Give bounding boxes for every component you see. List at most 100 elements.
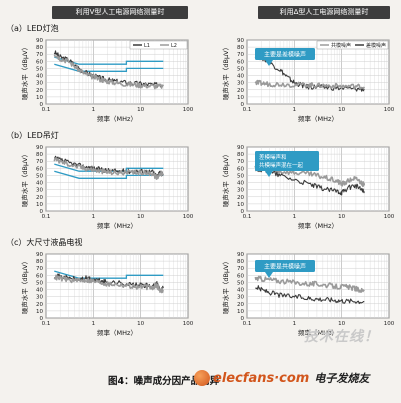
y-tick-label: 20 bbox=[237, 88, 244, 94]
y-tick-label: 30 bbox=[36, 188, 43, 194]
y-tick-label: 70 bbox=[237, 266, 244, 272]
chart-c-left: 0.1 1 10 1000102030405060708090频率（MHz）噪声水平（… bbox=[20, 252, 194, 337]
series-line-2 bbox=[53, 274, 164, 294]
callout-pointer bbox=[265, 272, 273, 278]
x-tick-label: 100 bbox=[183, 107, 194, 113]
series-line-2 bbox=[53, 157, 165, 180]
callout-pointer bbox=[265, 171, 273, 177]
x-axis-label: 频率（MHz） bbox=[298, 328, 338, 337]
x-tick-label: 1 bbox=[92, 107, 96, 113]
x-axis-label: 频率（MHz） bbox=[298, 114, 338, 123]
legend-label: L2 bbox=[171, 43, 177, 49]
y-tick-label: 70 bbox=[237, 159, 244, 165]
series-line-2 bbox=[255, 285, 365, 305]
y-tick-label: 20 bbox=[36, 195, 43, 201]
y-tick-label: 50 bbox=[237, 66, 244, 72]
y-tick-label: 80 bbox=[36, 45, 43, 51]
legend-label: L1 bbox=[144, 43, 150, 49]
legend-box bbox=[316, 40, 389, 50]
site-logo: elecfans·com 电子发烧友 bbox=[194, 370, 369, 386]
limit-line bbox=[54, 270, 164, 279]
x-tick-label: 1 bbox=[92, 321, 96, 327]
x-tick-label: 100 bbox=[183, 214, 194, 220]
callout-box bbox=[255, 260, 315, 272]
y-tick-label: 60 bbox=[36, 166, 43, 172]
callout-box bbox=[255, 151, 319, 171]
x-axis-label: 频率（MHz） bbox=[97, 221, 137, 230]
y-tick-label: 40 bbox=[237, 181, 244, 187]
x-tick-label: 100 bbox=[384, 321, 395, 327]
y-tick-label: 10 bbox=[237, 309, 244, 315]
y-tick-label: 60 bbox=[237, 273, 244, 279]
y-tick-label: 90 bbox=[36, 145, 43, 151]
y-tick-label: 80 bbox=[36, 259, 43, 265]
y-axis-label: 噪声水平（dBμV） bbox=[20, 258, 29, 314]
y-tick-label: 60 bbox=[237, 59, 244, 65]
callout-box bbox=[255, 48, 315, 60]
x-axis-label: 频率（MHz） bbox=[298, 221, 338, 230]
x-tick-label: 0.1 bbox=[243, 321, 252, 327]
y-tick-label: 70 bbox=[36, 52, 43, 58]
y-tick-label: 0 bbox=[40, 102, 44, 108]
y-tick-label: 60 bbox=[36, 273, 43, 279]
y-tick-label: 30 bbox=[36, 295, 43, 301]
y-tick-label: 90 bbox=[237, 38, 244, 44]
y-tick-label: 10 bbox=[36, 202, 43, 208]
y-tick-label: 40 bbox=[36, 288, 43, 294]
legend-label: 差模噪声 bbox=[366, 42, 386, 49]
y-tick-label: 0 bbox=[241, 102, 245, 108]
y-axis-label: 噪声水平（dBμV） bbox=[20, 44, 29, 100]
plot-area bbox=[45, 253, 189, 319]
y-tick-label: 40 bbox=[237, 74, 244, 80]
y-tick-label: 20 bbox=[36, 88, 43, 94]
row-label-c: （c）大尺寸液晶电视 bbox=[6, 238, 83, 247]
y-tick-label: 80 bbox=[237, 45, 244, 51]
y-tick-label: 60 bbox=[36, 59, 43, 65]
x-tick-label: 0.1 bbox=[42, 214, 51, 220]
chart-c-right: 0.1 1 10 1000102030405060708090频率（MHz）噪声水平（… bbox=[221, 252, 395, 337]
chart-b-right: 0.1 1 10 1000102030405060708090频率（MHz）噪声水平（… bbox=[221, 145, 395, 230]
y-tick-label: 90 bbox=[237, 145, 244, 151]
x-tick-label: 10 bbox=[338, 214, 345, 220]
y-tick-label: 50 bbox=[237, 173, 244, 179]
x-tick-label: 10 bbox=[137, 214, 144, 220]
y-tick-label: 0 bbox=[40, 209, 44, 215]
y-tick-label: 10 bbox=[237, 95, 244, 101]
x-tick-label: 100 bbox=[384, 214, 395, 220]
y-tick-label: 50 bbox=[237, 280, 244, 286]
chart-a-left: 0.1 1 10 1000102030405060708090频率（MHz）噪声水平（… bbox=[20, 38, 194, 123]
y-tick-label: 90 bbox=[36, 38, 43, 44]
x-tick-label: 10 bbox=[338, 107, 345, 113]
y-tick-label: 20 bbox=[237, 302, 244, 308]
y-tick-label: 30 bbox=[237, 81, 244, 87]
left-column-header: 利用V型人工电源网络测量时 bbox=[52, 6, 188, 19]
x-tick-label: 1 bbox=[92, 214, 96, 220]
y-tick-label: 30 bbox=[237, 188, 244, 194]
y-tick-label: 70 bbox=[237, 52, 244, 58]
y-tick-label: 80 bbox=[237, 259, 244, 265]
y-tick-label: 90 bbox=[237, 252, 244, 258]
limit-line bbox=[54, 56, 164, 65]
callout-text: 差模噪声和 bbox=[259, 153, 287, 161]
row-label-a: （a）LED灯泡 bbox=[6, 24, 59, 33]
y-tick-label: 50 bbox=[36, 280, 43, 286]
y-tick-label: 90 bbox=[36, 252, 43, 258]
x-tick-label: 1 bbox=[293, 321, 297, 327]
y-tick-label: 40 bbox=[36, 74, 43, 80]
callout-text: 主要是差模噪声 bbox=[264, 51, 306, 59]
x-tick-label: 0.1 bbox=[42, 107, 51, 113]
y-tick-label: 30 bbox=[36, 81, 43, 87]
plot-area bbox=[45, 39, 189, 105]
y-tick-label: 20 bbox=[237, 195, 244, 201]
legend-label: 共模噪声 bbox=[331, 42, 351, 49]
y-tick-label: 80 bbox=[36, 152, 43, 158]
x-tick-label: 1 bbox=[293, 107, 297, 113]
row-label-b: （b）LED吊灯 bbox=[6, 131, 59, 140]
y-tick-label: 10 bbox=[36, 309, 43, 315]
y-tick-label: 40 bbox=[237, 288, 244, 294]
y-tick-label: 0 bbox=[241, 209, 245, 215]
y-tick-label: 20 bbox=[36, 302, 43, 308]
legend-box bbox=[129, 40, 188, 50]
right-column-header: 利用Δ型人工电源网络测量时 bbox=[258, 6, 390, 19]
y-tick-label: 60 bbox=[237, 166, 244, 172]
